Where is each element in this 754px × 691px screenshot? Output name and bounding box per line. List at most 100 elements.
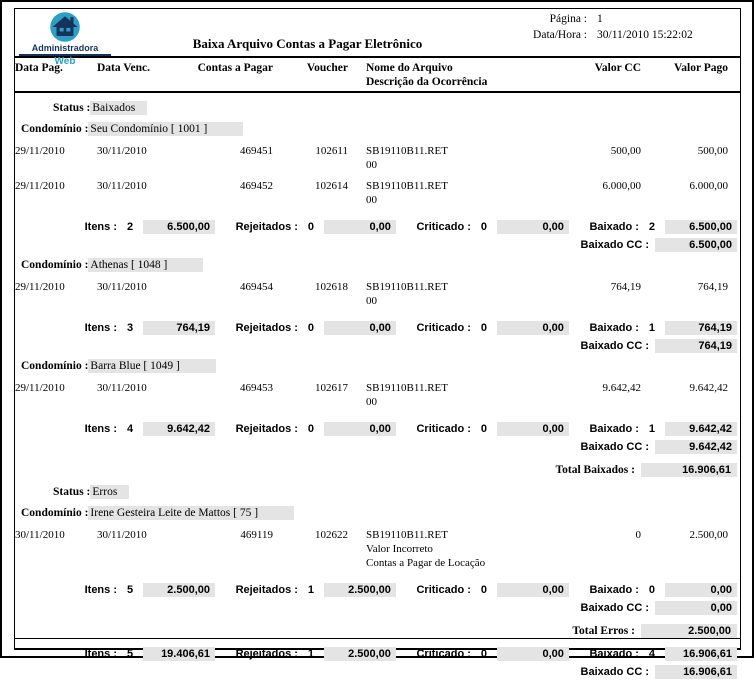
ocorrencia-lines: 00: [366, 193, 539, 207]
cell-valor-pago: 500,00: [697, 145, 728, 157]
rejeitados-count: 1: [307, 584, 314, 596]
rejeitados-value-box: 2.500,00: [323, 583, 396, 597]
col-header-data-venc: Data Venc.: [97, 62, 151, 74]
criticado-group: Criticado : 0 0,00: [416, 422, 569, 436]
report: Administradora Web Baixa Arquivo Contas …: [14, 8, 741, 679]
ocorrencia-lines: 00: [366, 158, 539, 172]
logo: Administradora Web: [19, 10, 111, 67]
arquivo-name: SB19110B11.RET: [366, 180, 449, 192]
cell-voucher: 102614: [315, 180, 348, 192]
col-header-voucher: Voucher: [306, 62, 348, 74]
rejeitados-label: Rejeitados :: [235, 423, 298, 435]
cell-valor-pago: 2.500,00: [689, 529, 729, 541]
baixado-count: 0: [648, 584, 656, 596]
grand-total-row: Itens : 5 19.406,61 Rejeitados : 1 2.500…: [15, 647, 740, 661]
itens-label: Itens :: [84, 584, 117, 596]
criticado-count: 0: [480, 584, 487, 596]
criticado-label: Criticado :: [416, 423, 471, 435]
criticado-value-box: 0,00: [496, 422, 569, 436]
itens-value-box: 9.642,42: [143, 422, 215, 436]
condominio-name: Seu Condomínio [ 1001 ]: [88, 122, 244, 136]
ocorrencia-line: Valor Incorreto: [366, 543, 433, 555]
baixado-count: 2: [648, 221, 656, 233]
criticado-group: Criticado : 0 0,00: [416, 321, 569, 335]
cell-voucher: 102618: [315, 281, 348, 293]
criticado-count: 0: [480, 221, 487, 233]
cell-voucher: 102617: [315, 382, 348, 394]
itens-label: Itens :: [84, 322, 117, 334]
baixado-cc-label: Baixado CC :: [580, 666, 649, 678]
cell-data-venc: 30/11/2010: [97, 382, 147, 394]
condominio-name: Barra Blue [ 1049 ]: [88, 359, 216, 373]
ocorrencia-lines: Valor Incorreto Contas a Pagar de Locação: [366, 542, 539, 570]
itens-value-box: 19.406,61: [143, 647, 215, 661]
cell-valor-cc: 9.642,42: [602, 382, 642, 394]
col-header-valor-pago: Valor Pago: [674, 62, 728, 74]
itens-count: 5: [126, 584, 134, 596]
condominio-label: Condomínio :: [21, 360, 89, 372]
ocorrencia-line: 00: [366, 295, 377, 307]
baixado-label: Baixado :: [589, 584, 639, 596]
grand-criticado-group: Criticado : 0 0,00: [416, 647, 569, 661]
itens-count: 4: [126, 423, 134, 435]
condominio-summary: Itens : 2 6.500,00 Rejeitados : 0 0,00 C…: [15, 220, 740, 252]
itens-label: Itens :: [84, 221, 117, 233]
grand-baixado-group: Baixado : 4 16.906,61: [589, 647, 737, 661]
col-header-contas-a-pagar: Contas a Pagar: [197, 62, 273, 74]
rejeitados-value-box: 0,00: [323, 321, 396, 335]
cell-nome-arquivo: SB19110B11.RET 00: [348, 280, 539, 308]
criticado-group: Criticado : 0 0,00: [416, 220, 569, 234]
baixado-value-box: 16.906,61: [664, 647, 737, 661]
itens-group: Itens : 3 764,19: [61, 321, 215, 335]
rejeitados-label: Rejeitados :: [235, 584, 298, 596]
status-line: Status : Erros: [15, 485, 740, 500]
condominio-name: Irene Gesteira Leite de Mattos [ 75 ]: [88, 506, 295, 520]
cell-nome-arquivo: SB19110B11.RET 00: [348, 381, 539, 409]
criticado-label: Criticado :: [416, 221, 471, 233]
itens-group: Itens : 4 9.642,42: [61, 422, 215, 436]
grand-baixado-cc-row: Baixado CC : 16.906,61: [15, 665, 740, 679]
rejeitados-value-box: 2.500,00: [323, 647, 396, 661]
itens-count: 5: [126, 648, 134, 660]
ocorrencia-line: 00: [366, 159, 377, 171]
rejeitados-count: 0: [307, 221, 314, 233]
cell-valor-pago: 764,19: [697, 281, 728, 293]
cell-voucher: 102611: [315, 145, 348, 157]
ocorrencia-lines: 00: [366, 395, 539, 409]
criticado-value-box: 0,00: [496, 321, 569, 335]
criticado-label: Criticado :: [416, 648, 471, 660]
table-row: 29/11/2010 30/11/2010 469451 102611 SB19…: [15, 139, 740, 174]
baixado-cc-value-box: 6.500,00: [655, 238, 737, 252]
baixado-cc-label: Baixado CC :: [580, 441, 649, 453]
arquivo-name: SB19110B11.RET: [366, 281, 449, 293]
cell-contas-a-pagar: 469452: [240, 180, 273, 192]
cell-valor-cc: 0: [635, 529, 642, 541]
baixado-cc-value-box: 16.906,61: [655, 665, 737, 679]
cell-nome-arquivo: SB19110B11.RET 00: [348, 144, 539, 172]
datetime-value: 30/11/2010 15:22:02: [597, 29, 693, 41]
baixado-label: Baixado :: [589, 423, 639, 435]
rejeitados-count: 0: [307, 322, 314, 334]
baixado-value-box: 9.642,42: [664, 422, 737, 436]
cell-valor-cc: 764,19: [610, 281, 641, 293]
cell-data-venc: 30/11/2010: [97, 529, 147, 541]
cell-voucher: 102622: [315, 529, 348, 541]
ocorrencia-line: 00: [366, 396, 377, 408]
ocorrencia-line: 00: [366, 194, 377, 206]
itens-label: Itens :: [84, 648, 117, 660]
rejeitados-value-box: 0,00: [323, 220, 396, 234]
itens-count: 2: [126, 221, 134, 233]
criticado-label: Criticado :: [416, 322, 471, 334]
logo-text-web: Web: [54, 56, 76, 67]
itens-group: Itens : 5 2.500,00: [61, 583, 215, 597]
cell-contas-a-pagar: 469453: [240, 382, 273, 394]
baixado-cc-label: Baixado CC :: [580, 239, 649, 251]
cell-data-pag: 29/11/2010: [15, 180, 65, 192]
baixado-count: 1: [648, 322, 656, 334]
cell-contas-a-pagar: 469454: [240, 281, 273, 293]
summary-row: Itens : 2 6.500,00 Rejeitados : 0 0,00 C…: [15, 220, 740, 234]
criticado-group: Criticado : 0 0,00: [416, 583, 569, 597]
criticado-value-box: 0,00: [496, 220, 569, 234]
baixado-cc-label: Baixado CC :: [580, 340, 649, 352]
